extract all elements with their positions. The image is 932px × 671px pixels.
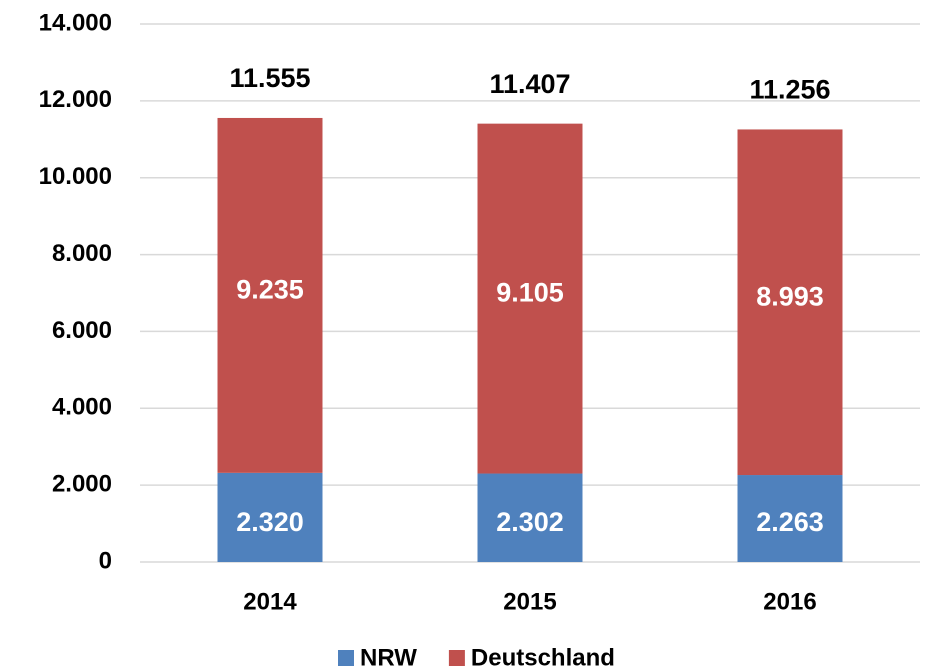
x-tick-label: 2014 [243,588,297,615]
y-tick-label: 14.000 [39,9,112,36]
data-label: 9.105 [496,278,564,308]
data-label: 9.235 [236,275,304,305]
legend-swatch [448,650,465,666]
x-tick-label: 2016 [763,588,816,615]
bar-segment [737,475,843,562]
bar-segment [477,473,583,562]
total-label: 11.407 [489,69,570,99]
y-tick-label: 4.000 [52,394,112,421]
bar-segment [477,123,583,474]
y-tick-label: 8.000 [52,240,112,267]
data-label: 8.993 [756,281,824,311]
data-label: 2.302 [496,507,564,537]
y-tick-label: 0 [99,547,112,574]
legend-swatch [338,650,354,666]
legend-label: NRW [360,644,417,671]
bar-segment [217,472,323,562]
legend-label: Deutschland [471,644,615,671]
y-tick-label: 10.000 [39,163,112,190]
total-label: 11.555 [229,63,310,93]
data-label: 2.263 [756,507,824,537]
total-label: 11.256 [749,75,830,105]
y-tick-label: 2.000 [52,470,112,497]
x-tick-label: 2015 [503,588,556,615]
y-tick-label: 6.000 [52,317,112,344]
bar-segment [217,117,323,473]
data-label: 2.320 [236,507,304,537]
y-tick-label: 12.000 [39,86,112,113]
bar-segment [737,129,843,476]
